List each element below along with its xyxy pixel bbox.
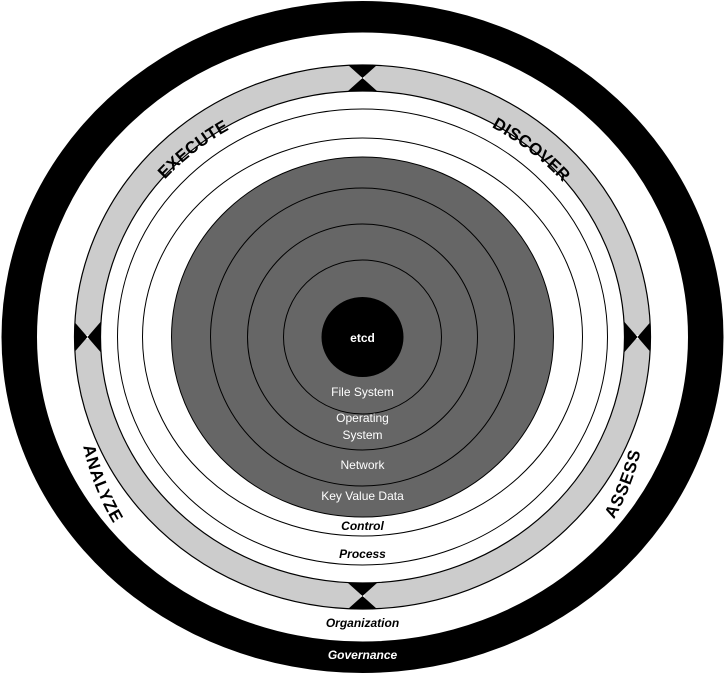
file-system-label: File System — [331, 385, 394, 399]
network-label: Network — [340, 458, 385, 472]
marker-top — [348, 65, 377, 91]
operating-system-label-line2: System — [342, 428, 382, 442]
marker-left — [74, 322, 101, 352]
layer-operating-system — [247, 223, 478, 451]
governance-label: Governance — [328, 648, 398, 662]
layer-network — [210, 187, 515, 487]
core-label: etcd — [350, 331, 375, 345]
layer-file-system — [283, 259, 442, 415]
core-etcd — [321, 297, 404, 377]
marker-bottom — [348, 583, 377, 609]
process-label: Process — [339, 547, 386, 561]
organization-label: Organization — [326, 616, 399, 630]
operating-system-label-line1: Operating — [336, 411, 389, 425]
control-label: Control — [341, 519, 384, 533]
key-value-data-label: Key Value Data — [321, 489, 404, 503]
marker-right — [624, 322, 651, 352]
